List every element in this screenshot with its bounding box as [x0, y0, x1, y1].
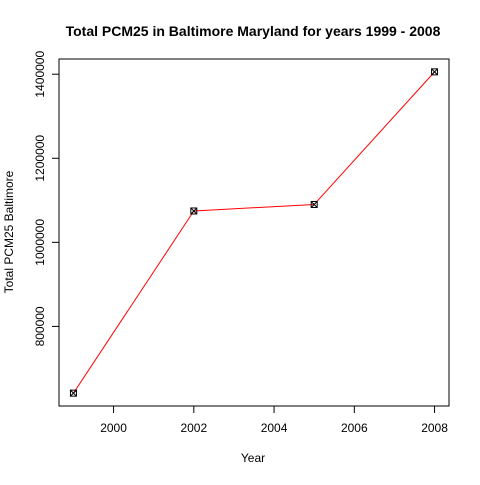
data-point-cross — [190, 207, 198, 215]
y-axis: 800000 1000000 1200000 1400000 — [33, 51, 60, 346]
x-tick-label: 2006 — [341, 421, 368, 435]
series-line-segment — [313, 71, 435, 205]
plot-area-border — [58, 58, 450, 407]
y-tick-label: 1200000 — [33, 135, 47, 182]
data-point-square — [69, 389, 77, 397]
x-tick-label: 2008 — [421, 421, 448, 435]
y-tick-label: 1000000 — [33, 219, 47, 266]
data-point-cross — [70, 389, 77, 397]
series-line-segment — [73, 210, 195, 394]
x-tick-label: 2004 — [261, 421, 288, 435]
data-point — [310, 200, 318, 208]
y-tick-label: 1400000 — [33, 51, 47, 98]
data-point-cross — [310, 201, 318, 208]
data-point — [431, 68, 439, 76]
data-point-square — [431, 68, 439, 76]
series-layer — [73, 71, 435, 394]
data-point — [69, 389, 77, 397]
y-axis-label: Total PCM25 Baltimore — [2, 170, 16, 293]
data-point-square — [190, 207, 198, 215]
x-axis-label: Year — [241, 451, 265, 465]
x-tick-label: 2002 — [180, 421, 207, 435]
data-point-cross — [431, 68, 438, 76]
series-line-segment — [193, 203, 315, 212]
data-point-square — [310, 200, 318, 208]
marker-layer — [69, 68, 439, 397]
x-axis: 2000 2002 2004 2006 2008 — [100, 405, 448, 435]
chart-title: Total PCM25 in Baltimore Maryland for ye… — [66, 23, 441, 39]
data-point — [190, 207, 198, 215]
x-tick-label: 2000 — [100, 421, 127, 435]
y-tick-label: 800000 — [33, 306, 47, 346]
